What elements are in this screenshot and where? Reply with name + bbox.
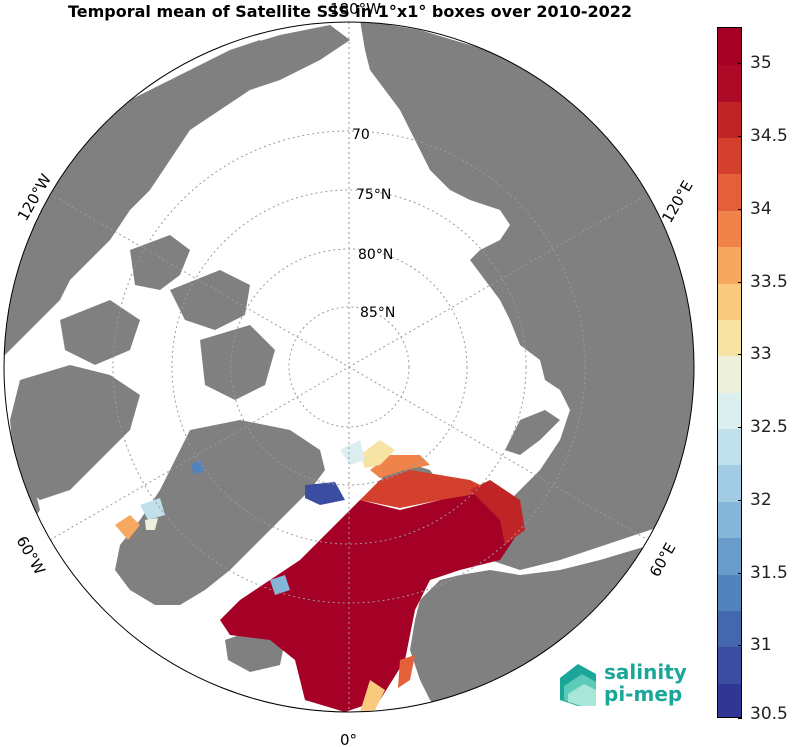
logo-text-salinity: salinity (604, 660, 687, 684)
colorbar-band (718, 282, 741, 320)
lat-label-80: 80°N (358, 247, 393, 263)
map-boundary (3, 21, 695, 713)
colorbar-band (718, 428, 741, 466)
logo-mark-icon (560, 664, 596, 706)
land-archipelago-2 (170, 270, 250, 330)
land-greenland (115, 420, 325, 605)
colorbar-tick-mark (738, 499, 742, 501)
lon-label-60e: 60°E (646, 540, 680, 580)
colorbar-tick-label: 35 (750, 53, 772, 74)
lat-label-70: 70 (352, 127, 370, 143)
colorbar-tick-label: 33.5 (750, 271, 788, 292)
colorbar-tick-label: 33 (750, 344, 772, 365)
colorbar-tick-label: 32 (750, 489, 772, 510)
colorbar-tick-mark (738, 208, 742, 210)
colorbar-band (718, 137, 741, 175)
land-eurasia (360, 22, 694, 570)
colorbar-tick-mark (738, 281, 742, 283)
logo-text-pimep: pi-mep (604, 682, 683, 706)
colorbar-tick-label: 30.5 (750, 704, 788, 724)
land-alaska (230, 40, 280, 80)
colorbar-band (718, 537, 741, 575)
colorbar-tick-label: 34 (750, 198, 772, 219)
colorbar-band (718, 464, 741, 502)
map-title: Temporal mean of Satellite SSS in 1°x1° … (67, 2, 633, 21)
colorbar-band (718, 391, 741, 430)
land-archipelago-4 (200, 325, 275, 400)
colorbar-tick-mark (738, 718, 742, 719)
colorbar-tick-label: 31 (750, 635, 772, 656)
colorbar-band (718, 28, 741, 66)
colorbar-band (718, 609, 741, 648)
salinity-pimep-logo: salinity pi-mep (556, 660, 696, 710)
colorbar-tick-mark (738, 136, 742, 138)
colorbar-tick-mark (738, 63, 742, 65)
lon-label-bottom: 0° (340, 731, 357, 747)
land-archipelago-3 (60, 300, 140, 365)
colorbar-band (718, 355, 741, 393)
lat-label-85: 85°N (360, 305, 395, 321)
colorbar-tick-mark (738, 354, 742, 356)
lon-label-60w: 60°W (13, 533, 49, 578)
lat-label-75: 75°N (356, 187, 391, 203)
graticule (49, 22, 649, 712)
lon-label-top: 180°W (330, 0, 381, 18)
colorbar-band (718, 682, 741, 717)
colorbar-band (718, 64, 741, 102)
land-novaya-zemlya (505, 410, 560, 455)
colorbar-tick-label: 31.5 (750, 562, 788, 583)
colorbar-tick-label: 34.5 (750, 126, 788, 147)
colorbar-band (718, 100, 741, 139)
sss-data (115, 440, 525, 712)
colorbar-band (718, 246, 741, 284)
colorbar-band (718, 646, 741, 684)
lon-label-120e: 120°E (658, 178, 696, 226)
colorbar-tick-label: 32.5 (750, 417, 788, 438)
colorbar-band (718, 573, 741, 611)
colorbar-band (718, 173, 741, 211)
colorbar (717, 27, 742, 718)
colorbar-tick-mark (738, 572, 742, 574)
colorbar-tick-mark (738, 645, 742, 647)
colorbar-band (718, 500, 741, 539)
polar-map: 70 75°N 80°N 85°N 180°W 0° 120°W 60°W 12… (3, 0, 697, 747)
colorbar-band (718, 318, 741, 357)
land-baffin (10, 365, 140, 500)
colorbar-tick-mark (738, 427, 742, 429)
colorbar-band (718, 209, 741, 248)
land-north-america (4, 25, 350, 360)
